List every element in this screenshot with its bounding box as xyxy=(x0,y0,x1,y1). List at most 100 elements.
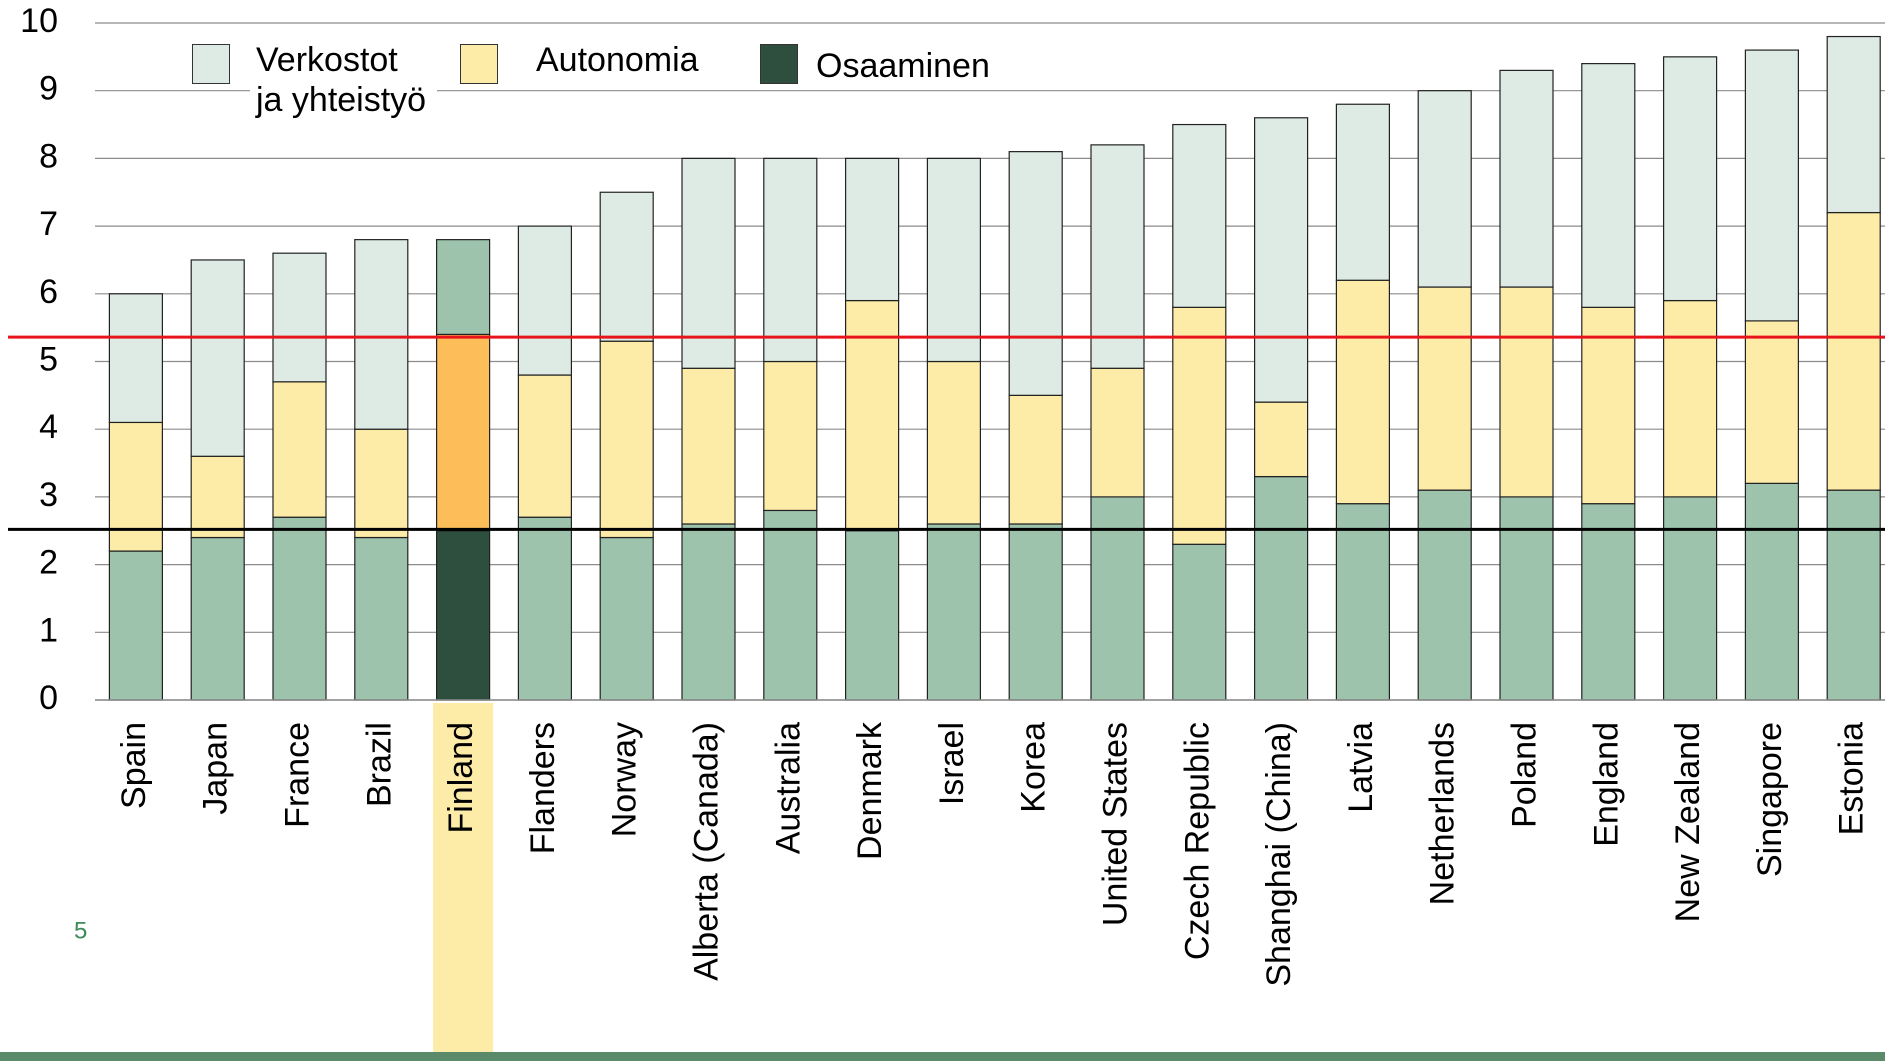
highlight-band xyxy=(433,703,494,1061)
bar-segment xyxy=(1581,503,1636,701)
bar-segment xyxy=(1008,523,1063,701)
x-tick-label: Norway xyxy=(606,722,644,837)
y-tick-label: 3 xyxy=(39,476,58,514)
bar-segment xyxy=(190,259,245,457)
x-tick-label: Brazil xyxy=(360,722,398,807)
bar-segment xyxy=(844,299,900,532)
y-tick-label: 4 xyxy=(39,408,58,446)
bar-segment xyxy=(681,157,736,369)
legend-swatch xyxy=(460,44,498,84)
x-tick-label: Israel xyxy=(933,722,971,805)
bar-segment xyxy=(436,239,491,336)
y-tick-label: 2 xyxy=(39,544,58,582)
bar-segment xyxy=(1008,151,1063,396)
bar-segment xyxy=(1335,503,1391,701)
bar-segment xyxy=(1581,306,1636,505)
bar-segment xyxy=(1090,496,1145,701)
x-tick-label: Latvia xyxy=(1342,722,1380,813)
bar-segment xyxy=(1253,117,1309,403)
y-tick-label: 1 xyxy=(39,611,58,649)
bar-segment xyxy=(1499,69,1554,288)
bar-segment xyxy=(1172,543,1227,701)
x-tick-label: France xyxy=(278,722,316,828)
bar-segment xyxy=(517,374,573,518)
bar-segment xyxy=(354,536,409,701)
legend-label: Osaaminen xyxy=(810,46,996,86)
bar-segment xyxy=(517,225,573,376)
bar-segment xyxy=(354,239,409,430)
bar-segment xyxy=(1662,299,1718,498)
bar-segment xyxy=(1662,56,1718,302)
bar-segment xyxy=(1499,496,1554,701)
x-tick-label: Shanghai (China) xyxy=(1260,722,1298,987)
x-tick-label: Australia xyxy=(769,722,807,854)
bar-segment xyxy=(599,536,654,701)
bar-segment xyxy=(190,536,245,701)
bar-segment xyxy=(1090,144,1145,369)
bar-segment xyxy=(599,191,654,342)
x-tick-label: Denmark xyxy=(851,721,889,860)
bar-segment xyxy=(436,333,491,532)
bar-segment xyxy=(926,157,982,363)
bar-segment xyxy=(1335,279,1391,505)
bar-segment xyxy=(1253,475,1309,701)
legend-label: Verkostot ja yhteistyö xyxy=(250,40,437,120)
bar-segment xyxy=(517,516,573,701)
bar-segment xyxy=(1499,286,1554,498)
bar-segment xyxy=(1581,63,1636,308)
y-tick-label: 6 xyxy=(39,273,58,311)
bar-segment xyxy=(108,293,164,424)
bar-segment xyxy=(844,530,900,701)
bar-segment xyxy=(1826,489,1881,701)
x-tick-label: Alberta (Canada) xyxy=(687,722,725,981)
y-tick-label: 8 xyxy=(39,137,58,175)
x-tick-label: Estonia xyxy=(1833,722,1871,835)
bar-segment xyxy=(1744,49,1800,322)
x-tick-label: Singapore xyxy=(1751,722,1789,877)
bar-segment xyxy=(926,360,982,525)
x-tick-label: Korea xyxy=(1015,722,1053,813)
bar-segment xyxy=(108,550,164,701)
x-tick-label: Spain xyxy=(115,722,153,809)
x-tick-label: United States xyxy=(1096,722,1134,926)
bar-segment xyxy=(272,252,327,383)
bar-segment xyxy=(1417,286,1472,491)
bar-segment xyxy=(436,530,491,701)
y-tick-label: 7 xyxy=(39,205,58,243)
bar-segment xyxy=(1662,496,1718,701)
bar-segment xyxy=(272,381,327,518)
bar-segment xyxy=(1172,306,1227,545)
bar-segment xyxy=(272,516,327,701)
bar-segment xyxy=(1253,401,1309,478)
bar-segment xyxy=(190,455,245,539)
bar-segment xyxy=(1417,489,1472,701)
bar-segment xyxy=(1744,320,1800,484)
x-tick-label: Flanders xyxy=(524,722,562,854)
y-tick-label: 5 xyxy=(39,340,58,378)
page-number: 5 xyxy=(74,917,87,944)
bar-segment xyxy=(1172,123,1227,308)
y-tick-label: 10 xyxy=(20,2,58,40)
footer-band xyxy=(0,1052,1885,1061)
y-tick-label: 0 xyxy=(39,679,58,717)
x-tick-label: England xyxy=(1587,722,1625,847)
bar-segment xyxy=(1826,35,1881,214)
bar-segment xyxy=(681,367,736,525)
bar-segment xyxy=(1090,367,1145,498)
legend-swatch xyxy=(192,44,230,84)
bar-segment xyxy=(1826,211,1881,491)
bar-segment xyxy=(108,421,164,552)
bar-segment xyxy=(844,157,900,302)
bar-segment xyxy=(599,340,654,539)
x-tick-label: Finland xyxy=(442,722,480,834)
x-tick-label: New Zealand xyxy=(1669,722,1707,922)
x-tick-label: Netherlands xyxy=(1424,722,1462,905)
bar-segment xyxy=(681,523,736,701)
bar-segment xyxy=(1335,103,1391,281)
bar-segment xyxy=(1008,394,1063,525)
bar-segment xyxy=(1417,90,1472,288)
bar-segment xyxy=(763,157,818,363)
bar-segment xyxy=(763,509,818,701)
y-tick-label: 9 xyxy=(39,70,58,108)
